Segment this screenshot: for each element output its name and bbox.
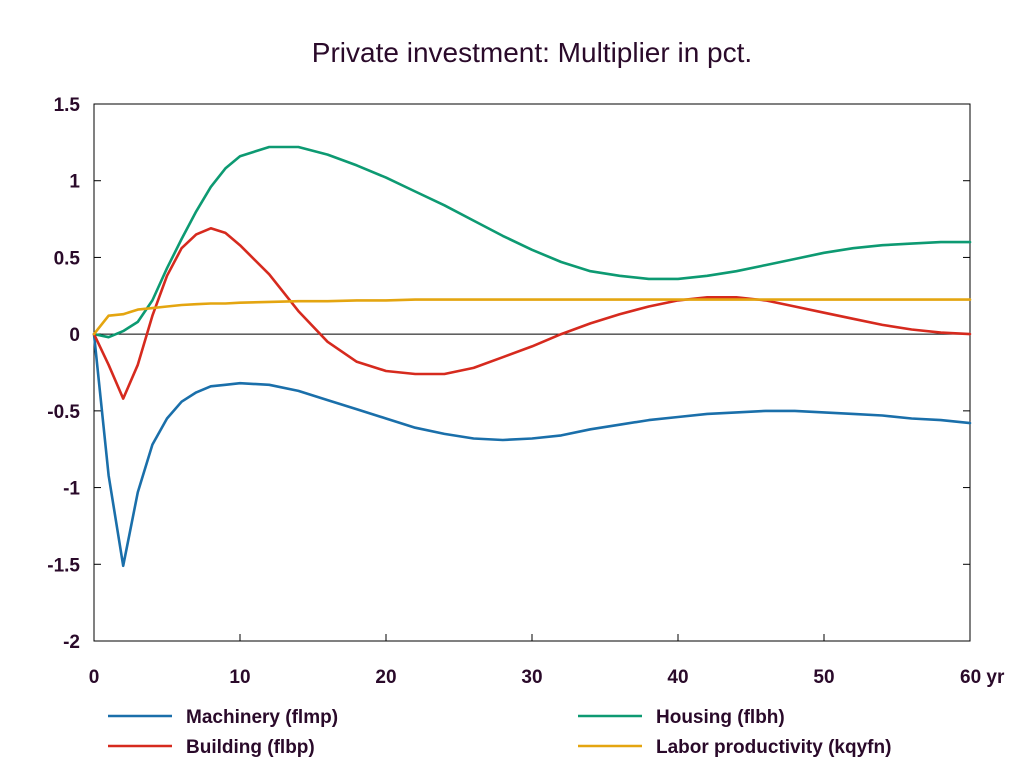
y-tick-label: 1.5 bbox=[54, 95, 81, 116]
y-tick-label: -2 bbox=[63, 632, 80, 653]
series-line-4 bbox=[92, 298, 972, 336]
axis-ticks: -2 -1.5 -1 -0.5 0 0.5 1 1.5 0 10 20 30 40 50 60 yr bbox=[47, 95, 1005, 688]
x-tick-label: 0 bbox=[89, 667, 100, 688]
x-tick-label: 60 yr bbox=[960, 667, 1005, 688]
series-line-1 bbox=[92, 332, 972, 568]
chart-title: Private investment: Multiplier in pct. bbox=[312, 37, 752, 68]
plot-frame bbox=[93, 103, 971, 642]
x-tick-label: 20 bbox=[375, 667, 396, 688]
legend-label-3: Building (flbp) bbox=[186, 737, 315, 758]
y-tick-label: -0.5 bbox=[47, 402, 80, 423]
series-lines bbox=[92, 145, 972, 568]
legend-label-1: Machinery (flmp) bbox=[186, 707, 338, 728]
x-tick-label: 50 bbox=[813, 667, 834, 688]
x-tick-label: 10 bbox=[229, 667, 250, 688]
series-line-3 bbox=[92, 227, 972, 400]
legend: Machinery (flmp) Housing (flbh) Building (… bbox=[108, 707, 891, 758]
x-tick-label: 40 bbox=[667, 667, 688, 688]
plot-border bbox=[93, 103, 971, 642]
y-tick-label: 1 bbox=[69, 172, 80, 193]
x-tick-label: 30 bbox=[521, 667, 542, 688]
legend-label-4: Labor productivity (kqyfn) bbox=[656, 737, 891, 758]
series-line-2 bbox=[92, 145, 972, 339]
y-tick-label: 0 bbox=[69, 325, 80, 346]
y-tick-label: -1.5 bbox=[47, 555, 80, 576]
legend-label-2: Housing (flbh) bbox=[656, 707, 785, 728]
y-tick-label: -1 bbox=[63, 479, 80, 500]
y-tick-label: 0.5 bbox=[54, 248, 81, 269]
